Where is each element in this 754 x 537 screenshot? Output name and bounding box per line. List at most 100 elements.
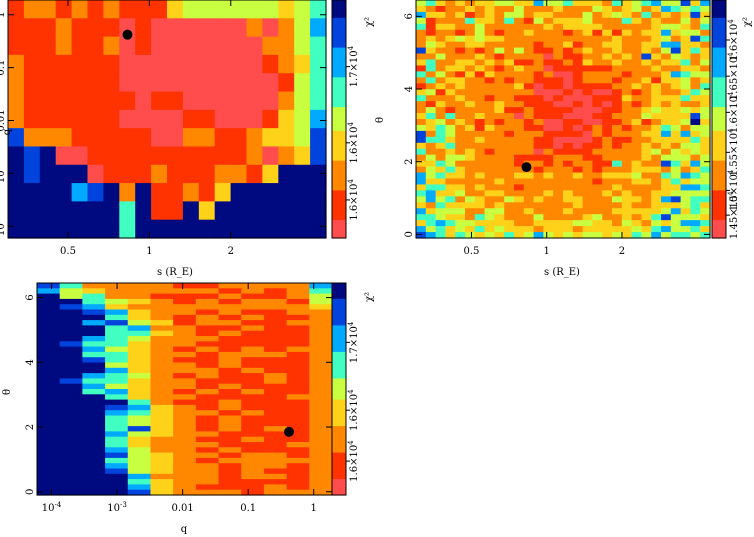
heatmap-cell <box>445 196 456 203</box>
heatmap-cell <box>631 59 642 67</box>
heatmap-cell <box>563 47 574 55</box>
heatmap-cell <box>435 17 446 25</box>
heatmap-cell <box>465 35 476 43</box>
heatmap-cell <box>37 484 61 491</box>
heatmap-cell <box>214 36 232 56</box>
heatmap-cell <box>563 226 574 233</box>
heatmap-cell <box>214 146 232 166</box>
heatmap-cell <box>612 35 623 43</box>
heatmap-cell <box>309 357 333 364</box>
heatmap-cell <box>514 29 525 37</box>
heatmap-cell <box>680 166 691 174</box>
colorbar-segment <box>712 214 726 221</box>
colorbar-segment <box>332 351 346 358</box>
heatmap-cell <box>37 431 61 438</box>
heatmap-cell <box>631 172 642 180</box>
heatmap-cell <box>135 54 152 74</box>
heatmap-cell <box>59 309 83 316</box>
heatmap-cell <box>563 83 574 90</box>
heatmap-cell <box>621 23 633 31</box>
heatmap-cell <box>135 73 152 93</box>
heatmap-cell <box>59 442 83 448</box>
heatmap-cell <box>425 11 437 19</box>
colorbar-segment <box>712 71 726 78</box>
heatmap-cell <box>641 95 652 102</box>
heatmap-cell <box>416 166 427 174</box>
heatmap-cell <box>173 362 197 369</box>
heatmap-cell <box>602 214 613 221</box>
heatmap-cell <box>263 357 288 364</box>
heatmap-cell <box>82 357 106 364</box>
heatmap-cell <box>103 201 120 221</box>
heatmap-cell <box>582 83 593 90</box>
heatmap-cell <box>543 83 554 90</box>
heatmap-cell <box>533 184 544 191</box>
heatmap-cell <box>543 124 554 132</box>
heatmap-cell <box>435 65 446 72</box>
heatmap-cell <box>494 154 505 162</box>
heatmap-cell <box>135 201 152 221</box>
heatmap-cell <box>690 101 701 108</box>
heatmap-cell <box>241 394 265 401</box>
colorbar-segment <box>332 479 346 485</box>
heatmap-cell <box>445 89 456 96</box>
heatmap-cell <box>150 383 174 390</box>
heatmap-cell <box>465 214 476 221</box>
heatmap-cell <box>195 283 220 289</box>
heatmap-cell <box>465 136 476 144</box>
heatmap-cell <box>127 436 152 443</box>
heatmap-cell <box>582 5 593 13</box>
heatmap-cell <box>195 389 220 395</box>
heatmap-cell <box>494 113 505 120</box>
heatmap-cells <box>37 283 333 496</box>
heatmap-cell <box>198 36 216 56</box>
heatmap-cell <box>82 304 106 311</box>
heatmap-cell <box>294 183 311 202</box>
heatmap-cell <box>416 107 427 114</box>
heatmap-cell <box>218 404 242 411</box>
heatmap-cell <box>700 184 711 191</box>
heatmap-cell <box>416 130 427 138</box>
heatmap-cell <box>700 53 711 61</box>
heatmap-cell <box>494 77 505 84</box>
heatmap-cell <box>37 325 61 332</box>
heatmap-cell <box>127 426 152 432</box>
heatmap-cell <box>651 107 662 114</box>
heatmap-cell <box>150 457 174 464</box>
heatmap-cell <box>572 47 584 55</box>
heatmap-cell <box>592 232 603 239</box>
heatmap-cell <box>173 351 197 358</box>
heatmap-cell <box>661 184 672 191</box>
heatmap-cell <box>416 124 427 132</box>
heatmap-cell <box>602 220 613 227</box>
heatmap-cell <box>523 77 535 84</box>
heatmap-cell <box>87 18 104 38</box>
heatmap-cell <box>504 89 515 96</box>
heatmap-cell <box>39 146 57 166</box>
heatmap-cell <box>103 73 120 93</box>
heatmap-cell <box>151 36 168 56</box>
colorbar-segment <box>332 89 346 96</box>
heatmap-cell <box>563 190 574 197</box>
heatmap-cell <box>533 17 544 25</box>
heatmap-cell <box>71 146 89 166</box>
heatmap-cell <box>504 190 515 197</box>
heatmap-cell <box>445 53 456 61</box>
heatmap-cell <box>218 394 242 401</box>
heatmap-cell <box>670 89 682 96</box>
heatmap-cell <box>241 410 265 417</box>
heatmap-cell <box>631 214 642 221</box>
heatmap-cell <box>286 431 310 438</box>
heatmap-cell <box>543 59 554 67</box>
heatmap-cell <box>263 341 288 348</box>
heatmap-cell <box>455 41 466 49</box>
heatmap-cell <box>465 226 476 233</box>
colorbar-segment <box>712 23 726 31</box>
heatmap-cell <box>612 17 623 25</box>
heatmap-cell <box>309 298 333 305</box>
heatmap-cell <box>484 41 495 49</box>
heatmap-cell <box>523 208 535 215</box>
heatmap-cell <box>167 91 184 111</box>
